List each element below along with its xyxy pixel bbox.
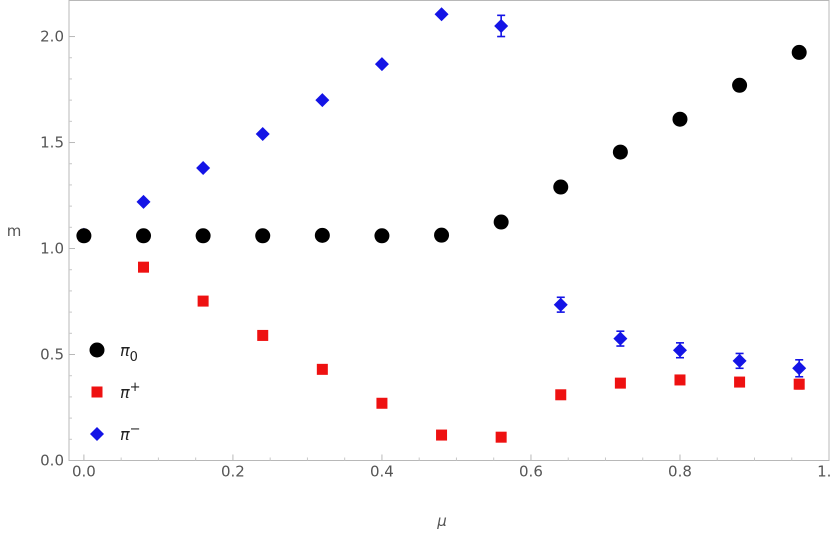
- legend-label-script: −: [130, 422, 141, 437]
- data-point-square: [614, 377, 626, 389]
- y-tick-label: 0.0: [40, 452, 64, 470]
- x-tick-label: 0.0: [72, 463, 96, 481]
- data-point-square: [257, 329, 269, 341]
- data-point-square: [197, 295, 209, 307]
- legend-label: π−: [120, 422, 141, 444]
- series-diamond: [76, 7, 807, 378]
- x-axis-title: μ: [436, 512, 447, 530]
- data-point-diamond: [494, 18, 509, 33]
- data-point-diamond: [434, 7, 449, 22]
- x-tick-label: 1.0: [817, 463, 831, 481]
- data-point-circle: [791, 44, 807, 60]
- series-circle: [76, 44, 807, 244]
- data-point-square: [495, 431, 507, 443]
- y-tick-label: 1.0: [40, 240, 64, 258]
- data-point-diamond: [255, 127, 270, 142]
- legend-label-script: +: [130, 380, 141, 395]
- legend-item: π−: [90, 422, 141, 444]
- data-point-diamond: [196, 160, 211, 175]
- data-point-diamond: [672, 343, 687, 358]
- data-point-circle: [136, 228, 152, 244]
- data-point-square: [734, 376, 746, 388]
- x-axis: 0.0 0.2 0.4 0.6 0.8 1.0: [72, 454, 831, 481]
- legend-marker-square: [91, 386, 103, 398]
- data-point-square: [138, 261, 150, 273]
- data-point-circle: [493, 214, 509, 230]
- legend-marker-diamond: [90, 427, 104, 441]
- legend-label: π0: [120, 341, 138, 365]
- series-square: [78, 230, 805, 443]
- data-point-diamond: [613, 331, 628, 346]
- data-point-square: [793, 378, 805, 390]
- x-tick-label: 0.2: [221, 463, 245, 481]
- y-tick-label: 1.5: [40, 134, 64, 152]
- legend-item: π0: [89, 341, 138, 365]
- data-point-circle: [76, 228, 92, 244]
- legend: π0π+π−: [89, 341, 141, 444]
- x-tick-label: 0.6: [519, 463, 543, 481]
- data-point-circle: [374, 228, 390, 244]
- y-axis-title: m: [7, 222, 22, 240]
- y-axis: 0.0 0.5 1.0 1.5 2.0: [40, 28, 75, 470]
- data-point-square: [316, 363, 328, 375]
- x-tick-label: 0.8: [668, 463, 692, 481]
- data-point-diamond: [315, 93, 330, 108]
- data-point-square: [555, 389, 567, 401]
- data-point-square: [376, 397, 388, 409]
- legend-marker-circle: [89, 342, 105, 358]
- data-point-circle: [732, 77, 748, 93]
- data-point-circle: [255, 228, 271, 244]
- data-point-square: [674, 374, 686, 386]
- data-point-circle: [314, 227, 330, 243]
- data-point-diamond: [732, 353, 747, 368]
- legend-item: π+: [91, 380, 141, 402]
- data-point-diamond: [136, 194, 151, 209]
- data-point-square: [436, 429, 448, 441]
- data-point-diamond: [792, 361, 807, 376]
- legend-label-base: π: [120, 341, 130, 360]
- y-tick-label: 2.0: [40, 28, 64, 46]
- data-point-circle: [672, 111, 688, 127]
- y-tick-label: 0.5: [40, 346, 64, 364]
- data-point-circle: [612, 144, 628, 160]
- data-point-diamond: [374, 57, 389, 72]
- legend-label-base: π: [120, 425, 130, 444]
- data-point-circle: [553, 179, 569, 195]
- data-point-circle: [195, 228, 211, 244]
- data-point-diamond: [553, 297, 568, 312]
- legend-label: π+: [120, 380, 141, 402]
- series-layer: [76, 7, 807, 443]
- x-tick-label: 0.4: [370, 463, 394, 481]
- plot-frame: [68, 0, 830, 461]
- data-point-circle: [434, 227, 450, 243]
- legend-label-base: π: [120, 383, 130, 402]
- legend-label-script: 0: [130, 350, 138, 365]
